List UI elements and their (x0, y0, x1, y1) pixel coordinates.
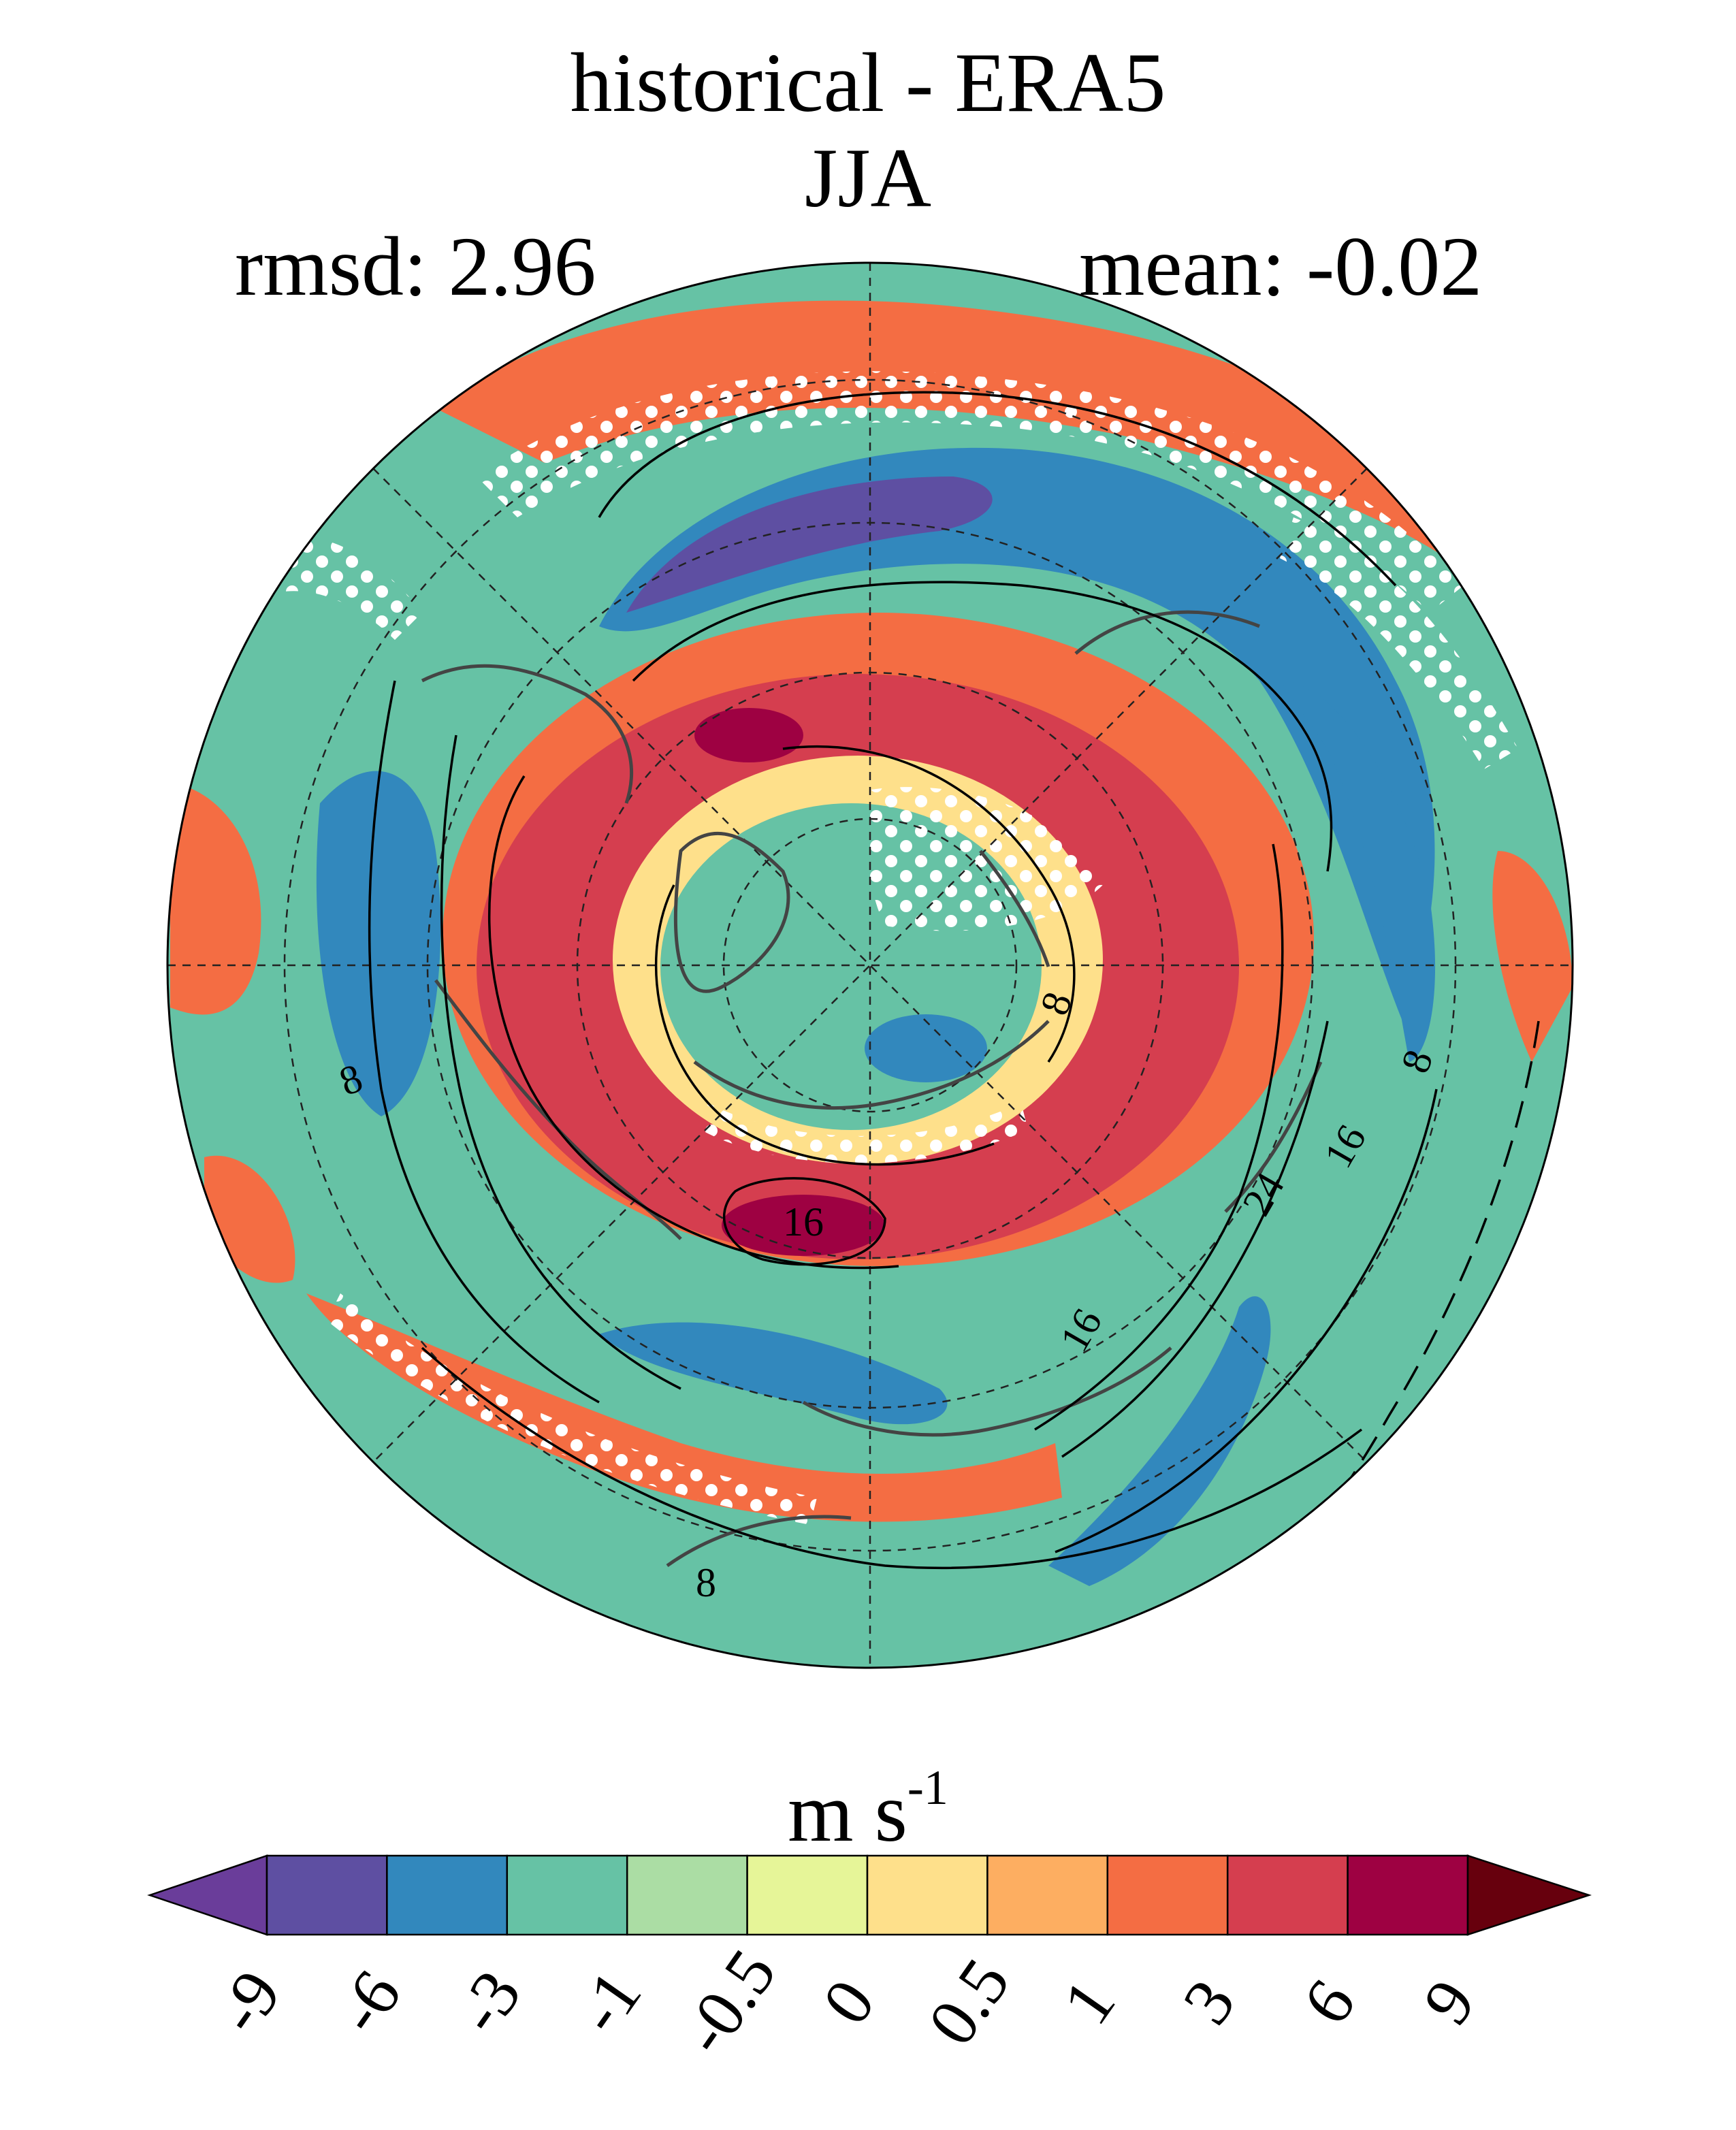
contour-west-8 (368, 680, 600, 1404)
colorbar-under-arrow (147, 1854, 268, 1936)
colorbar-tick-label: -3 (441, 1957, 536, 2047)
colorbar-tick-labels: -9 -6 -3 -1 -0.5 0 0.5 1 3 6 9 (201, 1936, 1490, 2067)
contour-spot-ring (722, 1177, 886, 1266)
colorbar-box-6 (986, 1854, 1109, 1936)
colorbar-box-3 (626, 1854, 748, 1936)
field-west-orange (170, 783, 261, 1015)
contour-label-south-8: 8 (696, 1560, 716, 1605)
map-boundary (166, 261, 1574, 1669)
field-north-purple-core (626, 477, 993, 613)
colorbar-box-2 (506, 1854, 628, 1936)
colorbar-tick-label: 0 (808, 1966, 890, 2037)
colorbar-tick-label: 1 (1048, 1966, 1130, 2037)
title-line-1: historical - ERA5 (570, 36, 1166, 129)
colorbar-tick-label: -9 (201, 1957, 295, 2047)
field-south-blue-band (599, 1322, 948, 1425)
colorbar-tick-label: -1 (561, 1957, 656, 2047)
colorbar-box-5 (866, 1854, 988, 1936)
stipple-west (259, 536, 422, 640)
contour-label-spot-16: 16 (783, 1199, 824, 1244)
contour-16-north (632, 581, 1333, 872)
stipple-south-arc (327, 1293, 817, 1525)
contour-south-8 (421, 1346, 1363, 1570)
rmsd-stat: rmsd: 2.96 (235, 220, 596, 313)
field-east-blue-band (1280, 681, 1436, 1062)
field-darkred-spot-1 (694, 708, 803, 762)
title-line-2: JJA (804, 131, 932, 225)
colorbar-box-8 (1226, 1854, 1349, 1936)
contour-ring-16 (487, 775, 899, 1270)
field-west-blue-band (316, 771, 441, 1116)
contour-west-16 (440, 735, 681, 1390)
field-polar-blue (865, 1014, 987, 1082)
field-southeast-blue (1048, 1296, 1271, 1586)
field-north-orange-band (436, 300, 1498, 599)
colorbar-box-4 (746, 1854, 869, 1936)
colorbar-tick-label: 0.5 (914, 1946, 1025, 2059)
colorbar-tick-label: 9 (1409, 1966, 1490, 2037)
colorbar-tick-label: -0.5 (666, 1936, 790, 2067)
stipple-north-arc (477, 371, 1464, 613)
unit-base: m s (788, 1766, 907, 1859)
mean-stat: mean: -0.02 (1079, 220, 1483, 313)
field-north-blue-band (599, 447, 1435, 1021)
contour-8-north (598, 391, 1397, 587)
colorbar-tick-label: 3 (1168, 1966, 1250, 2037)
colorbar-over-arrow (1466, 1854, 1592, 1936)
polar-map: 8 8 8 16 16 16 24 8 (166, 261, 1574, 1669)
unit-exponent: -1 (907, 1760, 948, 1815)
field-darkred-spot-2 (722, 1195, 885, 1256)
contour-inner-8 (782, 745, 1076, 1063)
colorbar-unit-label: m s-1 (0, 1763, 1736, 1855)
colorbar-box-1 (386, 1854, 509, 1936)
stipple-east-arc (1280, 517, 1518, 769)
contour-east-24 (1061, 1020, 1329, 1458)
colorbar-box-0 (266, 1854, 388, 1936)
colorbar-tick-label: -6 (321, 1957, 416, 2047)
field-east-orange (1492, 851, 1573, 1062)
colorbar-boxes (147, 1854, 1592, 1936)
map-field: 8 8 8 16 16 16 24 8 (167, 263, 1573, 1668)
contour-east-8 (1055, 1088, 1438, 1553)
colorbar-tick-label: 6 (1288, 1966, 1370, 2037)
contour-east-16 (1034, 843, 1284, 1431)
climatology-contours (368, 391, 1540, 1635)
graticule (167, 263, 1573, 1668)
contour-inner-ring (654, 884, 995, 1166)
colorbar-box-7 (1106, 1854, 1229, 1936)
colorbar-box-9 (1347, 1854, 1469, 1936)
